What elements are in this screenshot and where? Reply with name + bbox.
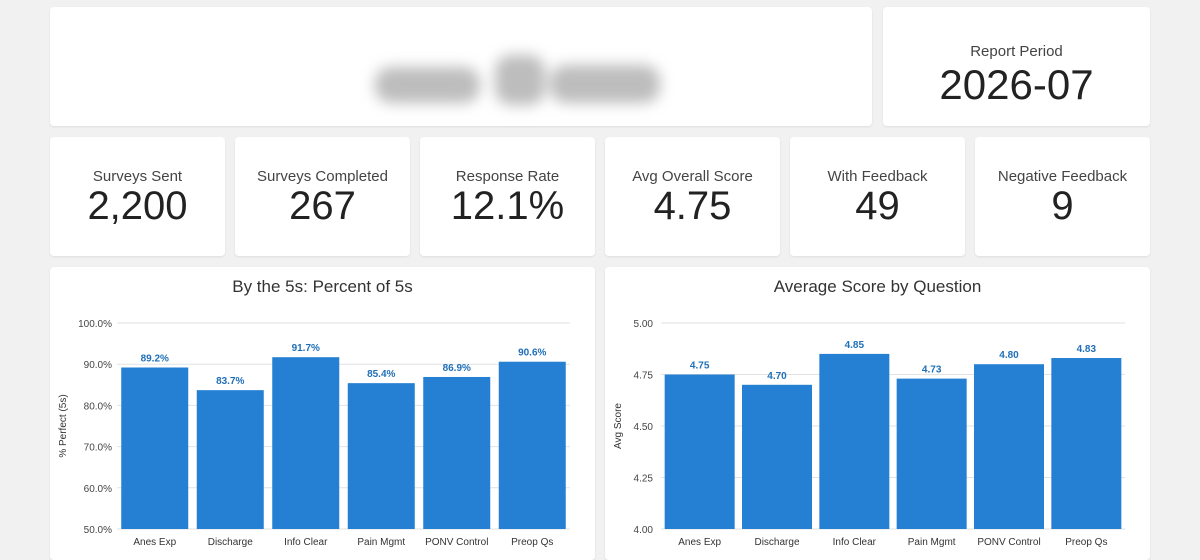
x-tick-label: Preop Qs xyxy=(511,537,553,548)
bar-preop-qs[interactable] xyxy=(1051,358,1122,529)
bar-ponv-control[interactable] xyxy=(423,376,491,529)
kpi-card-surveys-completed: Surveys Completed 267 xyxy=(235,137,410,256)
x-tick-label: Anes Exp xyxy=(678,537,721,548)
report-period-value: 2026-07 xyxy=(939,61,1094,108)
bar-info-clear[interactable] xyxy=(272,357,340,529)
bar-discharge[interactable] xyxy=(742,384,812,529)
bar-ponv-control[interactable] xyxy=(974,364,1044,529)
kpi-value: 2,200 xyxy=(87,184,188,228)
bar-pain-mgmt[interactable] xyxy=(347,383,415,529)
chart-card-average-score: Average Score by Question 4.00 4.25 4.50 4.… xyxy=(605,267,1150,560)
logo-card xyxy=(50,7,872,126)
data-label: 4.70 xyxy=(767,371,787,382)
chart-card-percent-5s: By the 5s: Percent of 5s 50.0% 60.0% 70.0%… xyxy=(50,267,595,560)
bar-anes-exp[interactable] xyxy=(121,367,189,529)
data-label: 4.85 xyxy=(845,340,865,351)
y-tick-label: 4.00 xyxy=(634,525,654,536)
bar-pain-mgmt[interactable] xyxy=(896,378,967,529)
kpi-card-negative-feedback: Negative Feedback 9 xyxy=(975,137,1150,256)
y-tick-label: 4.50 xyxy=(634,422,654,433)
kpi-value: 49 xyxy=(855,184,900,228)
data-label: 4.73 xyxy=(922,365,942,376)
report-period-label: Report Period xyxy=(970,43,1063,60)
kpi-value: 4.75 xyxy=(653,184,732,228)
kpi-label: Response Rate xyxy=(455,168,560,185)
x-tick-label: Preop Qs xyxy=(1065,537,1107,548)
bar-info-clear[interactable] xyxy=(819,353,890,529)
bar-anes-exp[interactable] xyxy=(664,374,735,530)
y-tick-label: 100.0% xyxy=(78,319,112,330)
kpi-card-avg-overall-score: Avg Overall Score 4.75 xyxy=(605,137,780,256)
data-label: 4.75 xyxy=(690,361,710,372)
x-tick-label: PONV Control xyxy=(425,537,488,548)
y-axis-label: % Perfect (5s) xyxy=(58,394,69,457)
bar-discharge[interactable] xyxy=(196,390,264,529)
report-period-card: Report Period 2026-07 xyxy=(883,7,1150,126)
y-tick-label: 70.0% xyxy=(84,443,112,454)
bar-preop-qs[interactable] xyxy=(498,361,566,529)
average-score-bar-chart: 4.00 4.25 4.50 4.75 5.00 Avg Score 4.75 Anes Ex… xyxy=(613,319,1125,548)
kpi-label: Avg Overall Score xyxy=(632,168,753,185)
y-tick-label: 4.25 xyxy=(634,474,654,485)
x-tick-label: Pain Mgmt xyxy=(357,537,405,548)
y-tick-label: 60.0% xyxy=(84,484,112,495)
kpi-label: Surveys Completed xyxy=(257,168,388,185)
blurred-logo xyxy=(375,55,665,105)
kpi-card-surveys-sent: Surveys Sent 2,200 xyxy=(50,137,225,256)
x-tick-label: Discharge xyxy=(208,537,253,548)
kpi-value: 267 xyxy=(289,184,356,228)
x-tick-label: Info Clear xyxy=(284,537,328,548)
kpi-value: 9 xyxy=(1051,184,1074,228)
y-tick-label: 4.75 xyxy=(634,371,654,382)
percent-5s-bar-chart: 50.0% 60.0% 70.0% 80.0% 90.0% 100.0% % Perfect… xyxy=(58,319,570,548)
x-tick-label: Info Clear xyxy=(833,537,877,548)
kpi-value: 12.1% xyxy=(450,184,565,228)
x-tick-label: Anes Exp xyxy=(133,537,176,548)
chart-title: By the 5s: Percent of 5s xyxy=(232,277,413,296)
y-tick-label: 50.0% xyxy=(84,525,112,536)
y-axis-label: Avg Score xyxy=(613,403,624,449)
data-label: 86.9% xyxy=(443,363,471,374)
data-label: 90.6% xyxy=(518,348,546,359)
kpi-card-with-feedback: With Feedback 49 xyxy=(790,137,965,256)
data-label: 91.7% xyxy=(292,343,320,354)
x-tick-label: PONV Control xyxy=(977,537,1040,548)
data-label: 89.2% xyxy=(141,353,169,364)
y-tick-label: 5.00 xyxy=(634,319,654,330)
x-tick-label: Discharge xyxy=(754,537,799,548)
kpi-label: With Feedback xyxy=(827,168,928,185)
data-label: 4.83 xyxy=(1077,344,1097,355)
x-tick-label: Pain Mgmt xyxy=(908,537,956,548)
kpi-card-response-rate: Response Rate 12.1% xyxy=(420,137,595,256)
chart-title: Average Score by Question xyxy=(773,277,982,296)
data-label: 83.7% xyxy=(216,376,244,387)
data-label: 85.4% xyxy=(367,369,395,380)
data-label: 4.80 xyxy=(999,350,1019,361)
y-tick-label: 90.0% xyxy=(84,360,112,371)
kpi-label: Negative Feedback xyxy=(997,168,1128,185)
kpi-label: Surveys Sent xyxy=(92,168,183,185)
y-tick-label: 80.0% xyxy=(84,401,112,412)
